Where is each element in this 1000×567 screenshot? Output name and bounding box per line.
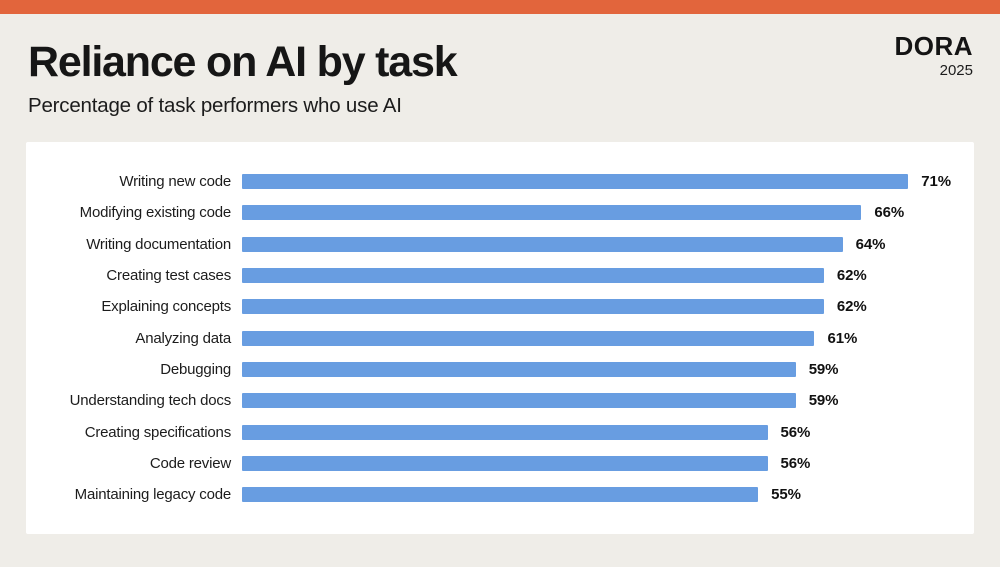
bar-value: 64% — [855, 235, 886, 253]
chart-card: Writing new code 71% Modifying existing … — [26, 142, 974, 535]
bar-label: Understanding tech docs — [69, 392, 232, 410]
bar-value: 66% — [874, 204, 905, 222]
bar-label: Writing documentation — [86, 235, 231, 253]
bar-track: 61% — [242, 323, 974, 354]
bar-track: 62% — [242, 291, 974, 322]
bar-track: 59% — [242, 385, 974, 416]
bar-row: Understanding tech docs 59% — [26, 385, 974, 416]
bar-label: Creating test cases — [106, 267, 231, 285]
bar — [242, 487, 759, 503]
bar-label: Explaining concepts — [101, 298, 231, 316]
bar-track: 55% — [242, 479, 974, 510]
bar-row: Analyzing data 61% — [26, 323, 974, 354]
bar — [242, 330, 815, 346]
dora-logo: DORA 2025 — [894, 32, 973, 79]
bar-label: Writing new code — [119, 173, 231, 191]
bar-row: Writing new code 71% — [26, 166, 974, 197]
bar-track: 56% — [242, 417, 974, 448]
bar — [242, 361, 796, 377]
page-header: Reliance on AI by task Percentage of tas… — [0, 14, 1000, 118]
bar-value: 59% — [808, 392, 839, 410]
bar — [242, 299, 824, 315]
bar-value: 62% — [836, 267, 867, 285]
bar-value: 59% — [808, 360, 839, 378]
bar-row: Creating specifications 56% — [26, 417, 974, 448]
page-subtitle: Percentage of task performers who use AI — [28, 94, 402, 118]
bar-track: 56% — [242, 448, 974, 479]
bar-label: Analyzing data — [135, 329, 231, 347]
bar-label: Creating specifications — [84, 423, 232, 441]
bar-label: Code review — [149, 454, 231, 472]
bar — [242, 174, 909, 190]
bar-track: 64% — [242, 229, 974, 260]
dora-logo-year: 2025 — [939, 61, 973, 79]
bar-row: Explaining concepts 62% — [26, 291, 974, 322]
bar-row: Modifying existing code 66% — [26, 197, 974, 228]
bar-track: 71% — [242, 166, 974, 197]
bar — [242, 205, 862, 221]
bar — [242, 236, 843, 252]
bar-track: 66% — [242, 197, 974, 228]
bar-value: 55% — [771, 486, 801, 504]
chart-rows: Writing new code 71% Modifying existing … — [26, 166, 974, 510]
bar-value: 62% — [836, 298, 867, 316]
bar-row: Creating test cases 62% — [26, 260, 974, 291]
bar — [242, 424, 768, 440]
bar-row: Code review 56% — [26, 448, 974, 479]
bar-label: Debugging — [160, 360, 231, 378]
top-accent-bar — [0, 0, 1000, 14]
bar-value: 56% — [780, 423, 811, 441]
bar-value: 61% — [827, 329, 858, 347]
bar-label: Maintaining legacy code — [74, 486, 232, 504]
bar — [242, 455, 768, 471]
bar — [242, 268, 824, 284]
bar-label: Modifying existing code — [79, 204, 232, 222]
bar-track: 62% — [242, 260, 974, 291]
dora-logo-name: DORA — [894, 31, 973, 61]
bar-track: 59% — [242, 354, 974, 385]
bar-row: Maintaining legacy code 55% — [26, 479, 974, 510]
bar-row: Writing documentation 64% — [26, 229, 974, 260]
bar-value: 56% — [780, 454, 811, 472]
page-title: Reliance on AI by task — [28, 38, 458, 86]
bar — [242, 393, 796, 409]
bar-value: 71% — [921, 173, 952, 191]
bar-row: Debugging 59% — [26, 354, 974, 385]
